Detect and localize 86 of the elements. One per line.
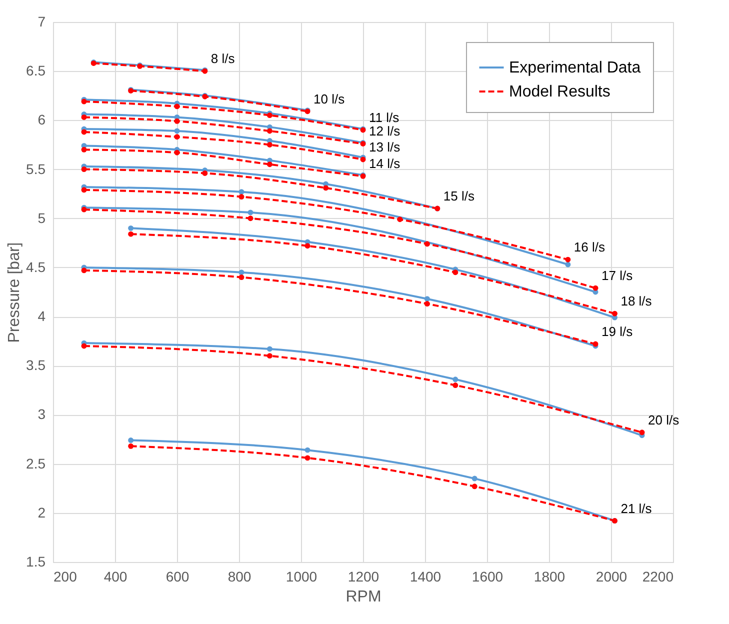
- y-tick-label: 2: [38, 504, 46, 520]
- point: [248, 210, 254, 216]
- point: [565, 262, 571, 268]
- y-tick-label: 5: [38, 210, 46, 226]
- x-tick-label: 1600: [472, 568, 504, 584]
- point: [304, 243, 310, 249]
- x-tick-label: 1400: [410, 568, 442, 584]
- legend-label: Model Results: [509, 84, 610, 100]
- point: [202, 170, 208, 176]
- point: [81, 268, 87, 274]
- x-tick-label: 1000: [286, 568, 318, 584]
- annotation: 12 l/s: [369, 124, 401, 139]
- x-tick-label: 200: [54, 568, 78, 584]
- point: [304, 447, 310, 453]
- x-tick-label: 600: [166, 568, 190, 584]
- annotation: 18 l/s: [620, 294, 652, 309]
- point: [323, 185, 329, 191]
- y-tick-label: 6: [38, 112, 46, 128]
- point: [424, 241, 430, 247]
- legend-label: Experimental Data: [509, 60, 641, 76]
- point: [128, 225, 134, 231]
- y-tick-label: 7: [38, 14, 46, 30]
- point: [424, 301, 430, 307]
- point: [452, 382, 458, 388]
- point: [304, 455, 310, 461]
- annotation: 16 l/s: [574, 240, 606, 255]
- x-tick-label: 2200: [642, 568, 674, 584]
- point: [248, 216, 254, 222]
- y-tick-label: 6.5: [26, 62, 46, 79]
- point: [174, 104, 180, 110]
- y-tick-label: 1.5: [26, 554, 46, 570]
- point: [397, 216, 403, 222]
- annotation: 8 l/s: [210, 51, 236, 66]
- point: [452, 270, 458, 276]
- annotation: 11 l/s: [369, 110, 400, 125]
- point: [174, 128, 180, 134]
- point: [266, 162, 272, 168]
- y-tick-label: 2.5: [26, 455, 46, 472]
- point: [81, 166, 87, 172]
- x-axis-title: RPM: [346, 588, 382, 606]
- point: [238, 270, 244, 276]
- annotation: 17 l/s: [602, 268, 634, 284]
- point: [565, 256, 571, 262]
- annotation: 15 l/s: [443, 188, 475, 204]
- annotation: 19 l/s: [602, 324, 634, 340]
- point: [174, 150, 180, 156]
- y-tick-label: 3.5: [26, 357, 46, 374]
- point: [81, 187, 87, 193]
- point: [592, 285, 598, 291]
- x-tick-label: 800: [228, 568, 252, 584]
- point: [472, 484, 478, 490]
- y-tick-label: 5.5: [26, 160, 46, 177]
- annotation: 21 l/s: [620, 500, 652, 516]
- point: [81, 146, 87, 152]
- point: [174, 134, 180, 140]
- annotation: 10 l/s: [314, 91, 346, 106]
- annotation: 13 l/s: [369, 139, 401, 154]
- x-tick-label: 1800: [534, 568, 566, 584]
- point: [238, 274, 244, 280]
- annotation: 20 l/s: [648, 412, 680, 428]
- point: [472, 476, 478, 482]
- point: [81, 129, 87, 135]
- point: [238, 189, 244, 195]
- y-axis-title: Pressure [bar]: [6, 242, 24, 343]
- point: [424, 296, 430, 302]
- point: [266, 142, 272, 148]
- point: [266, 128, 272, 134]
- y-tick-label: 4: [38, 308, 46, 324]
- point: [128, 443, 134, 449]
- point: [639, 430, 645, 436]
- y-tick-label: 4.5: [26, 258, 46, 275]
- point: [81, 343, 87, 349]
- point: [128, 231, 134, 237]
- point: [452, 376, 458, 382]
- point: [266, 353, 272, 359]
- point: [81, 114, 87, 120]
- point: [174, 118, 180, 124]
- y-tick-label: 3: [38, 406, 46, 422]
- x-tick-label: 2000: [596, 568, 628, 584]
- point: [128, 438, 134, 443]
- annotation: 14 l/s: [369, 156, 401, 172]
- x-tick-label: 400: [104, 568, 128, 584]
- point: [266, 346, 272, 352]
- point: [238, 194, 244, 200]
- point: [612, 310, 618, 316]
- x-tick-label: 1200: [348, 568, 380, 584]
